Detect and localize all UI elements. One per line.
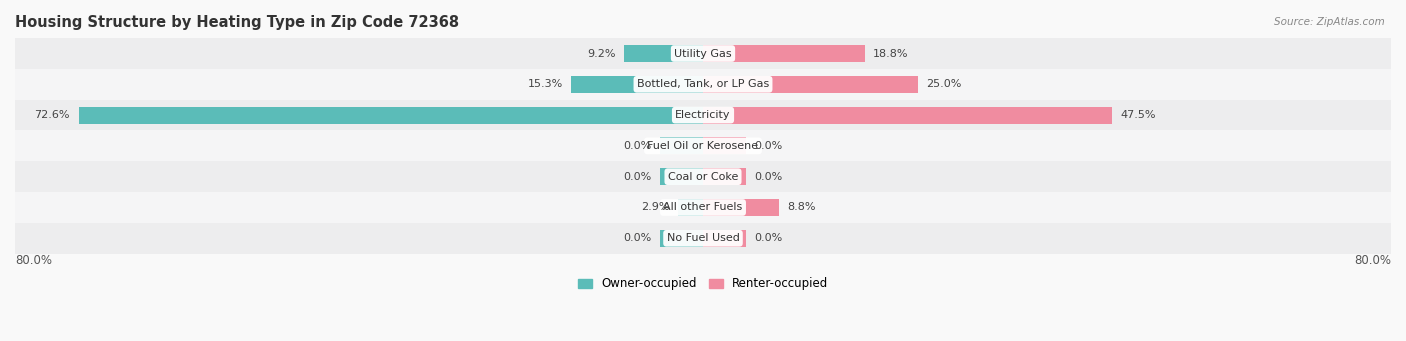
Text: Coal or Coke: Coal or Coke xyxy=(668,172,738,182)
Text: 0.0%: 0.0% xyxy=(623,141,651,151)
Text: 18.8%: 18.8% xyxy=(873,48,908,59)
Text: 15.3%: 15.3% xyxy=(527,79,562,89)
Bar xyxy=(15,100,1391,131)
Text: 0.0%: 0.0% xyxy=(755,172,783,182)
Bar xyxy=(15,223,1391,254)
Bar xyxy=(15,192,1391,223)
Text: Fuel Oil or Kerosene: Fuel Oil or Kerosene xyxy=(647,141,759,151)
Text: 0.0%: 0.0% xyxy=(755,233,783,243)
Bar xyxy=(15,38,1391,69)
Text: Electricity: Electricity xyxy=(675,110,731,120)
Text: 72.6%: 72.6% xyxy=(35,110,70,120)
Text: No Fuel Used: No Fuel Used xyxy=(666,233,740,243)
Bar xyxy=(703,199,779,216)
Text: Bottled, Tank, or LP Gas: Bottled, Tank, or LP Gas xyxy=(637,79,769,89)
Bar xyxy=(15,161,1391,192)
Text: Utility Gas: Utility Gas xyxy=(675,48,731,59)
Bar xyxy=(659,137,703,154)
Text: 0.0%: 0.0% xyxy=(755,141,783,151)
Text: 0.0%: 0.0% xyxy=(623,172,651,182)
Bar xyxy=(678,199,703,216)
Bar xyxy=(659,230,703,247)
Bar xyxy=(703,230,747,247)
Text: 0.0%: 0.0% xyxy=(623,233,651,243)
Bar xyxy=(15,69,1391,100)
Bar xyxy=(659,168,703,185)
Text: Housing Structure by Heating Type in Zip Code 72368: Housing Structure by Heating Type in Zip… xyxy=(15,15,460,30)
Bar xyxy=(703,137,747,154)
Text: 25.0%: 25.0% xyxy=(927,79,962,89)
Legend: Owner-occupied, Renter-occupied: Owner-occupied, Renter-occupied xyxy=(572,273,834,295)
Text: 80.0%: 80.0% xyxy=(15,254,52,267)
Text: 80.0%: 80.0% xyxy=(1354,254,1391,267)
Text: 8.8%: 8.8% xyxy=(787,203,815,212)
Text: 9.2%: 9.2% xyxy=(586,48,616,59)
Bar xyxy=(79,107,703,123)
Bar xyxy=(703,107,1112,123)
Text: Source: ZipAtlas.com: Source: ZipAtlas.com xyxy=(1274,17,1385,27)
Bar xyxy=(624,45,703,62)
Text: 2.9%: 2.9% xyxy=(641,203,669,212)
Bar xyxy=(703,45,865,62)
Bar xyxy=(703,76,918,93)
Text: 47.5%: 47.5% xyxy=(1121,110,1156,120)
Bar xyxy=(15,131,1391,161)
Bar xyxy=(703,168,747,185)
Bar xyxy=(571,76,703,93)
Text: All other Fuels: All other Fuels xyxy=(664,203,742,212)
